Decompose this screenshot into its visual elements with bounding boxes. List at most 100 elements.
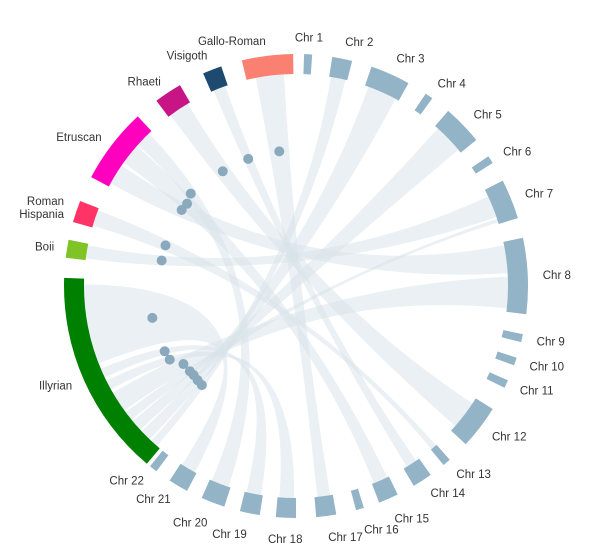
label-line: Chr 17 bbox=[328, 532, 363, 544]
label-line: Chr 3 bbox=[396, 53, 424, 65]
dot-etruscan-chr20 bbox=[185, 188, 196, 199]
label-chr11: Chr 11 bbox=[520, 385, 554, 397]
arc-etruscan bbox=[91, 116, 152, 187]
label-chr7: Chr 7 bbox=[525, 188, 553, 200]
label-boii: Boii bbox=[35, 242, 54, 254]
arc-chr12 bbox=[451, 398, 493, 445]
ribbon-etruscan-chr20 bbox=[137, 133, 250, 487]
label-line: Chr 15 bbox=[394, 514, 429, 526]
arc-chr5 bbox=[435, 110, 477, 153]
arc-chr2 bbox=[329, 56, 353, 81]
label-line: Roman bbox=[27, 196, 64, 208]
label-line: Chr 6 bbox=[503, 146, 531, 158]
arc-chr3 bbox=[365, 66, 409, 101]
label-line: Boii bbox=[35, 242, 54, 254]
arc-illyrian bbox=[63, 277, 160, 464]
dot-etruscan-chr15 bbox=[182, 198, 193, 209]
label-chr15: Chr 15 bbox=[394, 514, 429, 526]
label-line: Chr 5 bbox=[474, 109, 502, 121]
label-line: Chr 20 bbox=[173, 518, 208, 530]
label-chr3: Chr 3 bbox=[396, 53, 424, 65]
label-gallo-roman: Gallo-Roman bbox=[198, 36, 266, 48]
labels-layer: Gallo-Roman Visigoth Rhaeti Etruscan Roman Hi… bbox=[19, 32, 571, 545]
dot-rhaeti-chr12 bbox=[217, 166, 228, 177]
arc-chr11 bbox=[486, 372, 508, 388]
label-line: Rhaeti bbox=[128, 77, 161, 89]
arc-boii bbox=[65, 239, 89, 261]
label-chr5: Chr 5 bbox=[474, 109, 502, 121]
ribbons-layer bbox=[84, 74, 509, 498]
arc-chr19 bbox=[239, 491, 263, 516]
label-chr8: Chr 8 bbox=[543, 270, 571, 282]
dot-roman-hispania-chr13 bbox=[160, 240, 171, 251]
ribbon-illyrian-chr21 bbox=[84, 284, 228, 473]
label-line: Visigoth bbox=[167, 51, 208, 63]
label-chr1: Chr 1 bbox=[295, 32, 323, 44]
label-line: Chr 16 bbox=[364, 524, 399, 536]
arc-chr15 bbox=[371, 476, 398, 503]
label-line: Chr 2 bbox=[345, 37, 373, 49]
label-chr10: Chr 10 bbox=[530, 361, 565, 373]
ribbon-illyrian-chr2 bbox=[151, 76, 346, 446]
label-line: Chr 7 bbox=[525, 188, 553, 200]
arc-chr17 bbox=[314, 494, 337, 518]
arc-chr8 bbox=[503, 237, 528, 315]
label-line: Chr 12 bbox=[492, 431, 527, 443]
label-etruscan: Etruscan bbox=[56, 132, 101, 144]
label-line: Chr 13 bbox=[456, 469, 491, 481]
label-chr22: Chr 22 bbox=[109, 476, 144, 488]
ribbon-visigoth-chr14 bbox=[213, 86, 417, 467]
ribbon-etruscan-chr15 bbox=[123, 146, 388, 484]
ribbon-boii-chr7 bbox=[85, 196, 497, 267]
label-line: Chr 14 bbox=[431, 488, 466, 500]
label-chr17: Chr 17 bbox=[328, 532, 363, 544]
label-visigoth: Visigoth bbox=[167, 51, 208, 63]
dot-illyrian-chr8 bbox=[178, 359, 189, 370]
label-chr12: Chr 12 bbox=[492, 431, 527, 443]
label-line: Chr 9 bbox=[537, 337, 565, 349]
label-line: Chr 11 bbox=[520, 385, 554, 397]
arc-chr20 bbox=[201, 479, 231, 507]
label-line: Chr 18 bbox=[268, 534, 303, 546]
arc-chr18 bbox=[275, 497, 296, 518]
arc-rhaeti bbox=[156, 85, 190, 117]
dot-boii-chr7 bbox=[156, 255, 167, 266]
label-line: Chr 19 bbox=[212, 529, 247, 541]
arc-chr13 bbox=[430, 444, 450, 466]
arc-chr22 bbox=[150, 450, 169, 472]
label-line: Chr 1 bbox=[295, 32, 323, 44]
dot-gallo-roman-chr17 bbox=[274, 146, 285, 157]
ribbon-illyrian-chr3 bbox=[141, 86, 396, 440]
arc-chr14 bbox=[403, 458, 431, 486]
label-line: Illyrian bbox=[39, 381, 72, 393]
dots-layer bbox=[147, 146, 285, 391]
arc-visigoth bbox=[203, 66, 228, 92]
label-line: Etruscan bbox=[56, 132, 101, 144]
arc-chr10 bbox=[495, 351, 517, 366]
label-chr18: Chr 18 bbox=[268, 534, 303, 546]
ribbon-illyrian-chr19 bbox=[100, 345, 267, 496]
arc-roman-hispania bbox=[72, 200, 99, 228]
dot-illyrian-chr18 bbox=[164, 354, 175, 365]
label-chr2: Chr 2 bbox=[345, 37, 373, 49]
label-chr9: Chr 9 bbox=[537, 337, 565, 349]
label-chr4: Chr 4 bbox=[438, 79, 467, 91]
dot-illyrian-chr7 bbox=[184, 366, 195, 377]
label-line: Gallo-Roman bbox=[198, 36, 266, 48]
arc-chr16 bbox=[350, 488, 364, 511]
label-chr16: Chr 16 bbox=[364, 524, 399, 536]
ribbon-rhaeti-chr12 bbox=[170, 103, 473, 427]
arc-chr9 bbox=[501, 330, 523, 343]
arcs-layer bbox=[63, 54, 528, 518]
arc-chr21 bbox=[169, 463, 197, 491]
dot-illyrian-chr21 bbox=[147, 312, 158, 323]
ribbon-roman-hispania-chr13 bbox=[92, 210, 436, 450]
arc-chr6 bbox=[471, 156, 493, 174]
label-illyrian: Illyrian bbox=[39, 381, 72, 393]
label-chr21: Chr 21 bbox=[136, 494, 171, 506]
label-chr20: Chr 20 bbox=[173, 518, 208, 530]
label-chr6: Chr 6 bbox=[503, 146, 531, 158]
dot-illyrian-chr19 bbox=[159, 346, 170, 357]
arc-gallo-roman bbox=[241, 54, 294, 80]
